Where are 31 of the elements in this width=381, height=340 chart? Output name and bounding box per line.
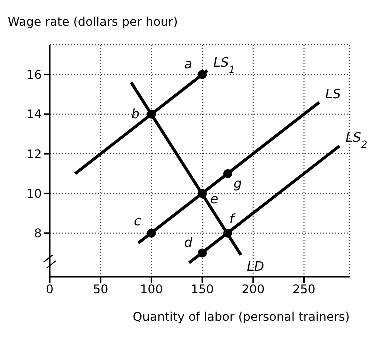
point (147, 110, 156, 119)
x-tick-label: 200 (242, 282, 265, 297)
y-tick-label: 16 (26, 68, 42, 82)
x-tick-label: 50 (93, 282, 108, 297)
point (223, 228, 232, 238)
y-tick-label: 8 (34, 226, 42, 241)
annotation: a (184, 58, 193, 73)
annotation: b (132, 107, 140, 122)
point (198, 70, 208, 80)
annotation: g (234, 176, 242, 192)
point (198, 189, 208, 198)
x-tick-label: 100 (140, 282, 164, 297)
series-label: LS$_{1}$ (214, 56, 236, 76)
point (198, 248, 208, 258)
series-label: LS$_{2}$ (346, 131, 368, 151)
y-tick-label: 10 (26, 186, 42, 201)
x-tick-label: 150 (191, 282, 214, 297)
y-axis-title: Wage rate (dollars per hour) (8, 15, 178, 29)
point (223, 169, 232, 178)
annotation: d (184, 236, 194, 252)
x-tick-label: 0 (46, 282, 54, 297)
annotation: f (230, 212, 237, 228)
x-tick-label: 250 (292, 282, 316, 297)
annotation: c (134, 214, 142, 230)
point (147, 228, 156, 238)
series-label: LD (247, 260, 264, 276)
series-label: LS (325, 88, 341, 103)
x-axis-title: Quantity of labor (personal trainers) (133, 310, 350, 324)
y-tick-label: 12 (26, 147, 42, 162)
y-tick-label: 14 (26, 108, 42, 122)
annotation: e (210, 192, 219, 208)
